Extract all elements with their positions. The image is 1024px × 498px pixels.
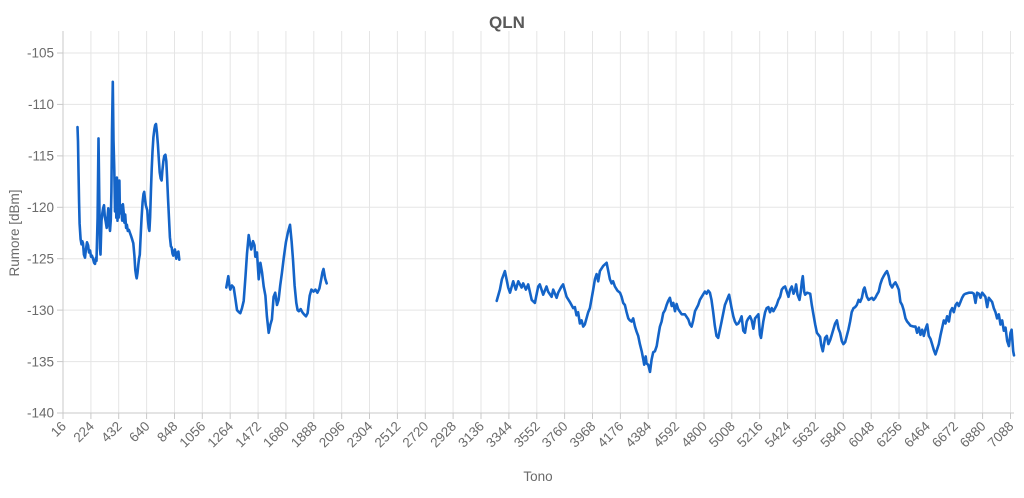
x-tick-label: 3760 (539, 419, 571, 451)
x-tick-label: 6048 (845, 419, 877, 451)
x-tick-label: 432 (98, 419, 125, 446)
qln-line-segment (225, 223, 328, 335)
x-tick-label: 5216 (734, 419, 766, 451)
y-tick-label: -120 (27, 200, 54, 215)
qln-line-segment (495, 261, 1016, 374)
x-tick-label: 16 (48, 419, 69, 440)
x-tick-label: 1888 (288, 419, 320, 451)
y-tick-label: -140 (27, 406, 54, 421)
x-tick-label: 4384 (622, 418, 654, 450)
x-tick-label: 7088 (985, 419, 1017, 451)
x-tick-label: 6256 (873, 419, 905, 451)
x-tick-label: 3344 (483, 418, 515, 450)
x-tick-label: 6464 (901, 418, 933, 450)
x-tick-label: 4176 (595, 419, 627, 451)
y-tick-label: -135 (27, 354, 54, 369)
y-tick-label: -130 (27, 303, 54, 318)
qln-line-segment (76, 80, 181, 280)
x-tick-label: 640 (126, 419, 153, 446)
x-tick-label: 6672 (929, 419, 961, 451)
x-tick-label: 4800 (678, 419, 710, 451)
x-tick-label: 2512 (372, 419, 404, 451)
y-tick-label: -115 (28, 149, 54, 164)
gridlines (62, 31, 1014, 414)
qln-series (76, 80, 1016, 374)
axes (57, 31, 1014, 419)
x-tick-label: 5632 (790, 419, 822, 451)
x-tick-label: 5424 (762, 418, 794, 450)
x-tick-label: 6880 (957, 419, 989, 451)
x-tick-label: 5840 (818, 419, 850, 451)
x-tick-label: 2720 (400, 419, 432, 451)
y-tick-label: -125 (27, 251, 54, 266)
x-tick-label: 1472 (232, 419, 264, 451)
x-tick-label: 224 (70, 418, 97, 445)
x-axis-title: Tono (523, 469, 552, 484)
chart-title: QLN (489, 13, 525, 32)
x-tick-label: 3968 (567, 419, 599, 451)
x-tick-label: 1056 (177, 419, 209, 451)
y-axis-title: Rumore [dBm] (7, 189, 22, 276)
x-tick-label: 4592 (650, 419, 682, 451)
x-tick-label: 2096 (316, 419, 348, 451)
x-tick-label: 5008 (706, 419, 738, 451)
x-tick-label: 1264 (204, 418, 236, 450)
x-tick-label: 3552 (511, 419, 543, 451)
x-tick-label: 2928 (427, 419, 459, 451)
y-tick-label: -110 (28, 97, 54, 112)
x-tick-label: 2304 (344, 418, 376, 450)
y-tick-label: -105 (27, 46, 54, 61)
x-tick-label: 1680 (260, 419, 292, 451)
x-tick-label: 3136 (455, 419, 487, 451)
